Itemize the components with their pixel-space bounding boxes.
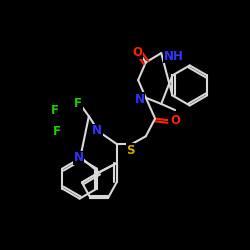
Text: N: N — [135, 93, 145, 106]
Text: N: N — [92, 124, 102, 137]
Text: O: O — [133, 46, 143, 59]
Text: F: F — [51, 104, 59, 117]
Text: F: F — [74, 97, 82, 110]
Text: N: N — [74, 151, 84, 164]
Text: NH: NH — [164, 50, 184, 63]
Text: S: S — [126, 144, 135, 156]
Text: F: F — [52, 125, 60, 138]
Text: O: O — [170, 114, 180, 127]
